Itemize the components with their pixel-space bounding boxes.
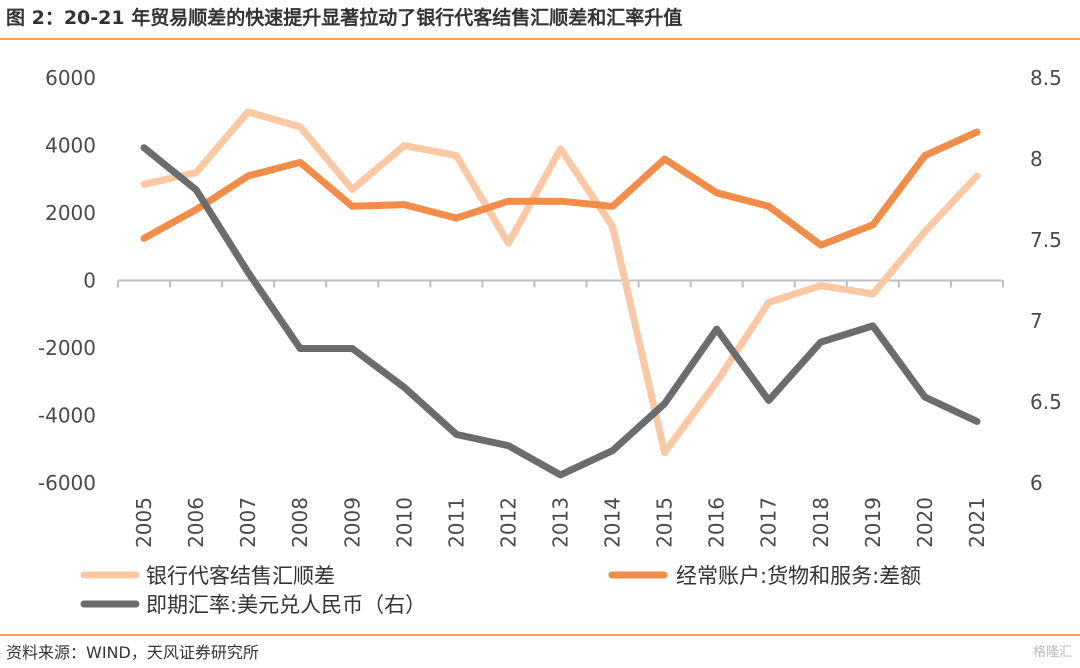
y-right-tick-label: 8 [1030, 147, 1043, 171]
y-left-tick-label: -4000 [38, 404, 96, 428]
y-left-tick-label: -6000 [38, 471, 96, 495]
watermark-logo: 格隆汇 [1032, 645, 1072, 660]
legend-label: 即期汇率:美元兑人民币（右） [146, 593, 426, 617]
line-chart: 6000 4000 2000 0 -2000 -4000 -6000 8.5 8 7.5 7 6.5 6… [38, 66, 1062, 617]
x-tick-label: 2017 [757, 497, 781, 548]
axes: 6000 4000 2000 0 -2000 -4000 -6000 8.5 8 7.5 7 6.5 6… [38, 66, 1062, 548]
series-line [140, 108, 981, 457]
x-tick-label: 2015 [653, 497, 677, 548]
x-tick-label: 2014 [601, 497, 625, 548]
x-tick-label: 2006 [184, 497, 208, 548]
source-note: 资料来源：WIND，天风证券研究所 [6, 643, 259, 662]
x-tick-label: 2010 [392, 497, 416, 548]
bottom-divider [0, 634, 1080, 636]
x-tick-label: 2008 [288, 497, 312, 548]
y-left-tick-label: -2000 [38, 336, 96, 360]
x-tick-label: 2020 [913, 497, 937, 548]
x-tick-label: 2005 [132, 497, 156, 548]
series-line [140, 128, 981, 249]
x-tick-label: 2019 [861, 497, 885, 548]
y-right-tick-label: 6.5 [1030, 390, 1062, 414]
x-tick-label: 2021 [965, 497, 989, 548]
x-tick-label: 2009 [340, 497, 364, 548]
x-tick-label: 2013 [549, 497, 573, 548]
figure-title: 图 2：20-21 年贸易顺差的快速提升显著拉动了银行代客结售汇顺差和汇率升值 [6, 7, 683, 29]
y-right-tick-label: 6 [1030, 471, 1043, 495]
x-tick-label: 2018 [809, 497, 833, 548]
y-left-tick-label: 4000 [45, 134, 96, 158]
y-left-tick-label: 6000 [45, 66, 96, 90]
x-tick-label: 2007 [236, 497, 260, 548]
y-right-tick-label: 7 [1030, 309, 1043, 333]
legend-label: 银行代客结售汇顺差 [146, 564, 335, 588]
series-line [140, 144, 981, 479]
y-right-tick-label: 8.5 [1030, 66, 1062, 90]
y-left-tick-label: 2000 [45, 201, 96, 225]
x-tick-label: 2016 [705, 497, 729, 548]
x-tick-label: 2011 [444, 497, 468, 548]
y-left-tick-label: 0 [83, 269, 96, 293]
x-tick-label: 2012 [496, 497, 520, 548]
series-lines [140, 108, 981, 479]
y-right-tick-label: 7.5 [1030, 228, 1062, 252]
legend-label: 经常账户:货物和服务:差额 [676, 564, 921, 588]
top-divider [0, 38, 1080, 40]
